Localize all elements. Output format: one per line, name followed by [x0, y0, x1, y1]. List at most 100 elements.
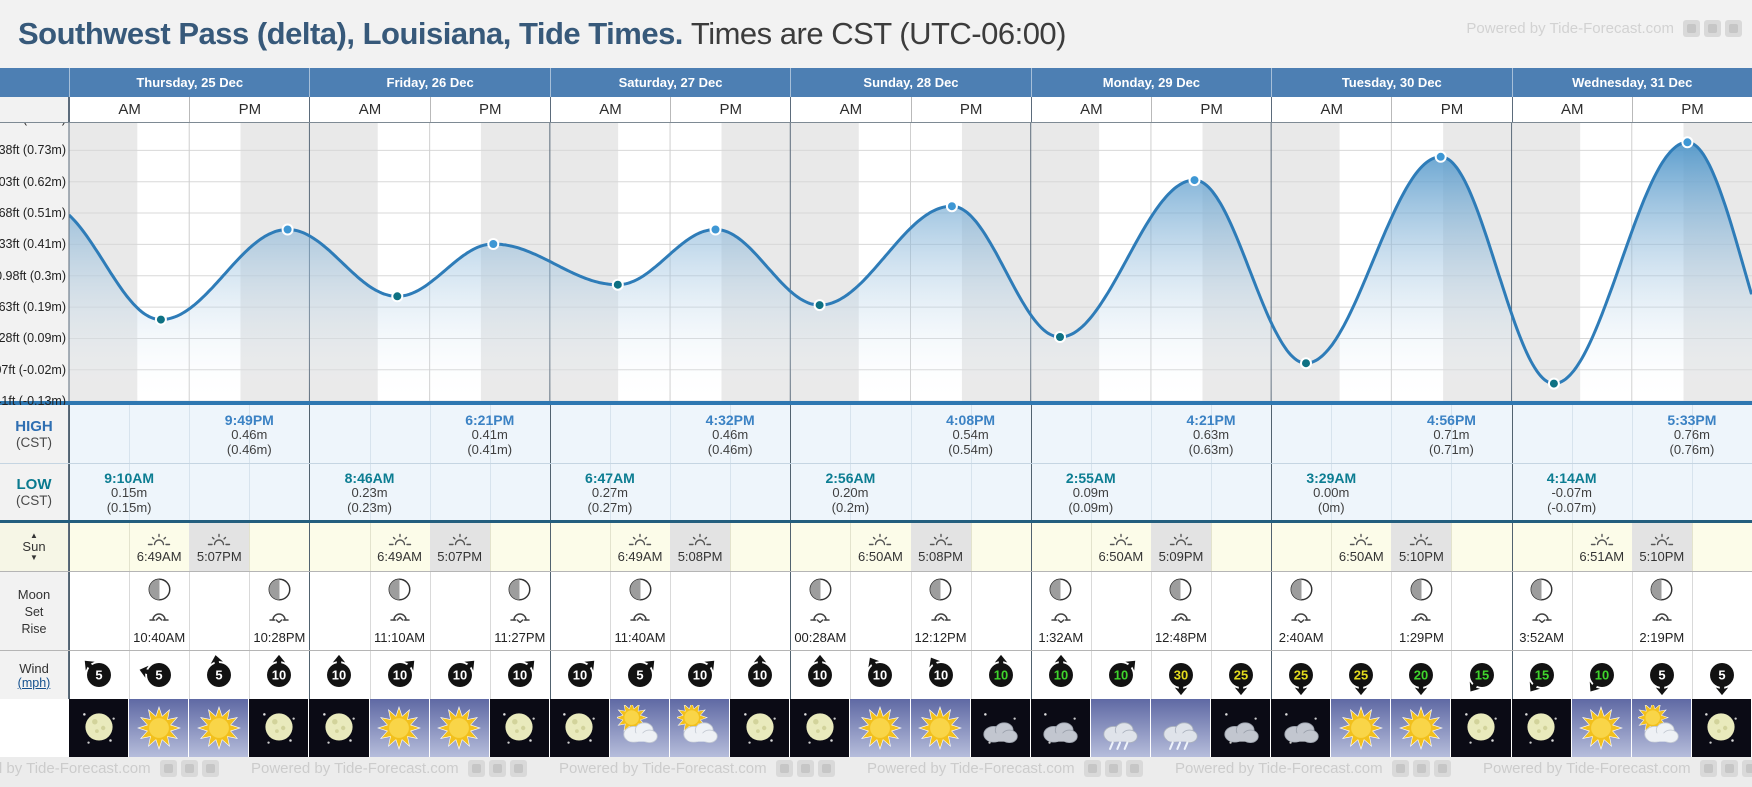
- wind-speed-badge: 10: [550, 651, 610, 699]
- low-tide-value: 4:14AM -0.07m (-0.07m): [1512, 464, 1632, 520]
- low-row-cell: [249, 464, 309, 520]
- app-badge-icon[interactable]: [817, 760, 835, 777]
- sunset-icon: [1410, 533, 1433, 545]
- moon-row-cell: [489, 572, 550, 650]
- app-badge-icon[interactable]: [180, 760, 198, 777]
- high-tide-marker: [945, 200, 958, 213]
- moon-event-time: 00:28AM: [794, 630, 847, 645]
- moon-rise-icon: [1171, 612, 1191, 621]
- low-tide-value: 6:47AM 0.27m (0.27m): [550, 464, 670, 520]
- low-row-cell: [369, 464, 430, 520]
- wind-row-cell: [670, 651, 730, 699]
- svg-text:10: 10: [392, 667, 406, 682]
- app-badge-icon[interactable]: [159, 760, 177, 777]
- app-badge-icon[interactable]: [796, 760, 814, 777]
- wind-arrow-icon: 25: [1289, 663, 1314, 696]
- high-tide-height: 0.46m: [712, 427, 749, 443]
- app-badge-icon[interactable]: [488, 760, 506, 777]
- wind-speed-badge: 10: [490, 651, 550, 699]
- sun-row-cell: [609, 523, 670, 571]
- sunrise-sunset-icon: [1109, 533, 1133, 545]
- moon-event-time: 11:10AM: [374, 630, 426, 645]
- wind-arrow-icon: 5: [628, 660, 655, 687]
- low-tide-height-alt: (0.2m): [831, 499, 870, 515]
- weather-cell-day-sun: [1391, 699, 1452, 757]
- sunrise-sunset-icon: [388, 533, 411, 545]
- high-row-cell: [1391, 405, 1451, 463]
- low-row-cell: [970, 464, 1031, 520]
- high-row-cell: [1030, 405, 1091, 463]
- wind-arrow-icon: 10: [748, 654, 773, 687]
- low-tide-marker: [1054, 331, 1066, 343]
- moon-row: Moon Set Rise 10:40AM 10:28PM 11:10AM 11…: [0, 572, 1752, 651]
- low-row-cell: [429, 464, 490, 520]
- high-row-cell: [1631, 405, 1692, 463]
- app-badge-icon[interactable]: [1704, 20, 1721, 37]
- high-tide-height: 0.63m: [1192, 427, 1230, 443]
- app-badge-icon[interactable]: [1683, 20, 1700, 37]
- high-tide-value: 5:33PM 0.76m (0.76m): [1632, 405, 1752, 463]
- am-label: AM: [69, 97, 189, 122]
- sunrise-sunset-icon: [1350, 533, 1373, 545]
- sun-row-cell: [790, 523, 850, 571]
- sunrise-time: 6:49AM: [377, 548, 422, 564]
- watermark-app-icons: [1699, 760, 1752, 777]
- wind-unit-link[interactable]: (mph): [17, 675, 51, 690]
- low-row-cell: [489, 464, 550, 520]
- app-badge-icon[interactable]: [1104, 760, 1122, 777]
- app-badge-icon[interactable]: [1412, 760, 1430, 777]
- app-badge-icon[interactable]: [509, 760, 527, 777]
- day-sun-icon: [1338, 706, 1383, 750]
- moon-set-icon: [1291, 612, 1311, 623]
- am-label: AM: [549, 97, 670, 122]
- wind-row-cell: [1511, 651, 1572, 699]
- moon-row-cell: [670, 572, 730, 650]
- app-badge-icon[interactable]: [1083, 760, 1101, 777]
- wind-row-cell: [549, 651, 610, 699]
- sun-row-cell: [1331, 523, 1391, 571]
- day-sun-icon: [437, 706, 482, 750]
- moon-row-cell: [609, 572, 670, 650]
- weather-cell-day-sun: [1331, 699, 1392, 757]
- moon-event: 12:12PM: [911, 572, 971, 650]
- high-row-cell: [369, 405, 430, 463]
- svg-text:5: 5: [95, 667, 102, 682]
- moon-event: 00:28AM: [790, 572, 850, 650]
- sun-row-cell: [1571, 523, 1632, 571]
- low-row-cell: [850, 464, 910, 520]
- high-row-cell: [1150, 405, 1211, 463]
- app-badge-icon[interactable]: [1699, 760, 1717, 777]
- low-tide-marker: [154, 313, 167, 326]
- app-badge-icon[interactable]: [1433, 760, 1451, 777]
- low-row-cell: [1391, 464, 1451, 520]
- weather-cell-day-sun: [189, 699, 250, 757]
- sun-row-cell: [309, 523, 369, 571]
- svg-text:10: 10: [513, 667, 527, 682]
- high-row-cell: [1691, 405, 1752, 463]
- app-badge-icon[interactable]: [1741, 760, 1752, 777]
- high-row-cell: [970, 405, 1031, 463]
- moon-event: 2:19PM: [1632, 572, 1692, 650]
- app-badge-icon[interactable]: [467, 760, 485, 777]
- day-sun-icon: [857, 706, 902, 750]
- wind-arrow-icon: 10: [1048, 654, 1073, 687]
- wind-row-cell: [1571, 651, 1632, 699]
- app-badge-icon[interactable]: [201, 760, 219, 777]
- low-row-cell: [1150, 464, 1211, 520]
- moon-set-icon: [510, 612, 530, 623]
- moon-row-cell: [189, 572, 249, 650]
- moon-event-time: 10:40AM: [133, 630, 186, 645]
- day-column-header: Tuesday, 30 Dec: [1271, 68, 1511, 97]
- high-row-cell: [1511, 405, 1572, 463]
- app-badge-icon[interactable]: [1725, 20, 1742, 37]
- wind-speed-badge: 5: [189, 651, 249, 699]
- moon-row-cell: [429, 572, 490, 650]
- high-tide-height-alt: (0.71m): [1429, 441, 1474, 457]
- app-badge-icon[interactable]: [775, 760, 793, 777]
- day-sun-icon: [136, 706, 181, 750]
- wind-arrow-icon: 10: [567, 660, 595, 687]
- app-badge-icon[interactable]: [1720, 760, 1738, 777]
- app-badge-icon[interactable]: [1125, 760, 1143, 777]
- moon-row-cell: [549, 572, 610, 650]
- app-badge-icon[interactable]: [1391, 760, 1409, 777]
